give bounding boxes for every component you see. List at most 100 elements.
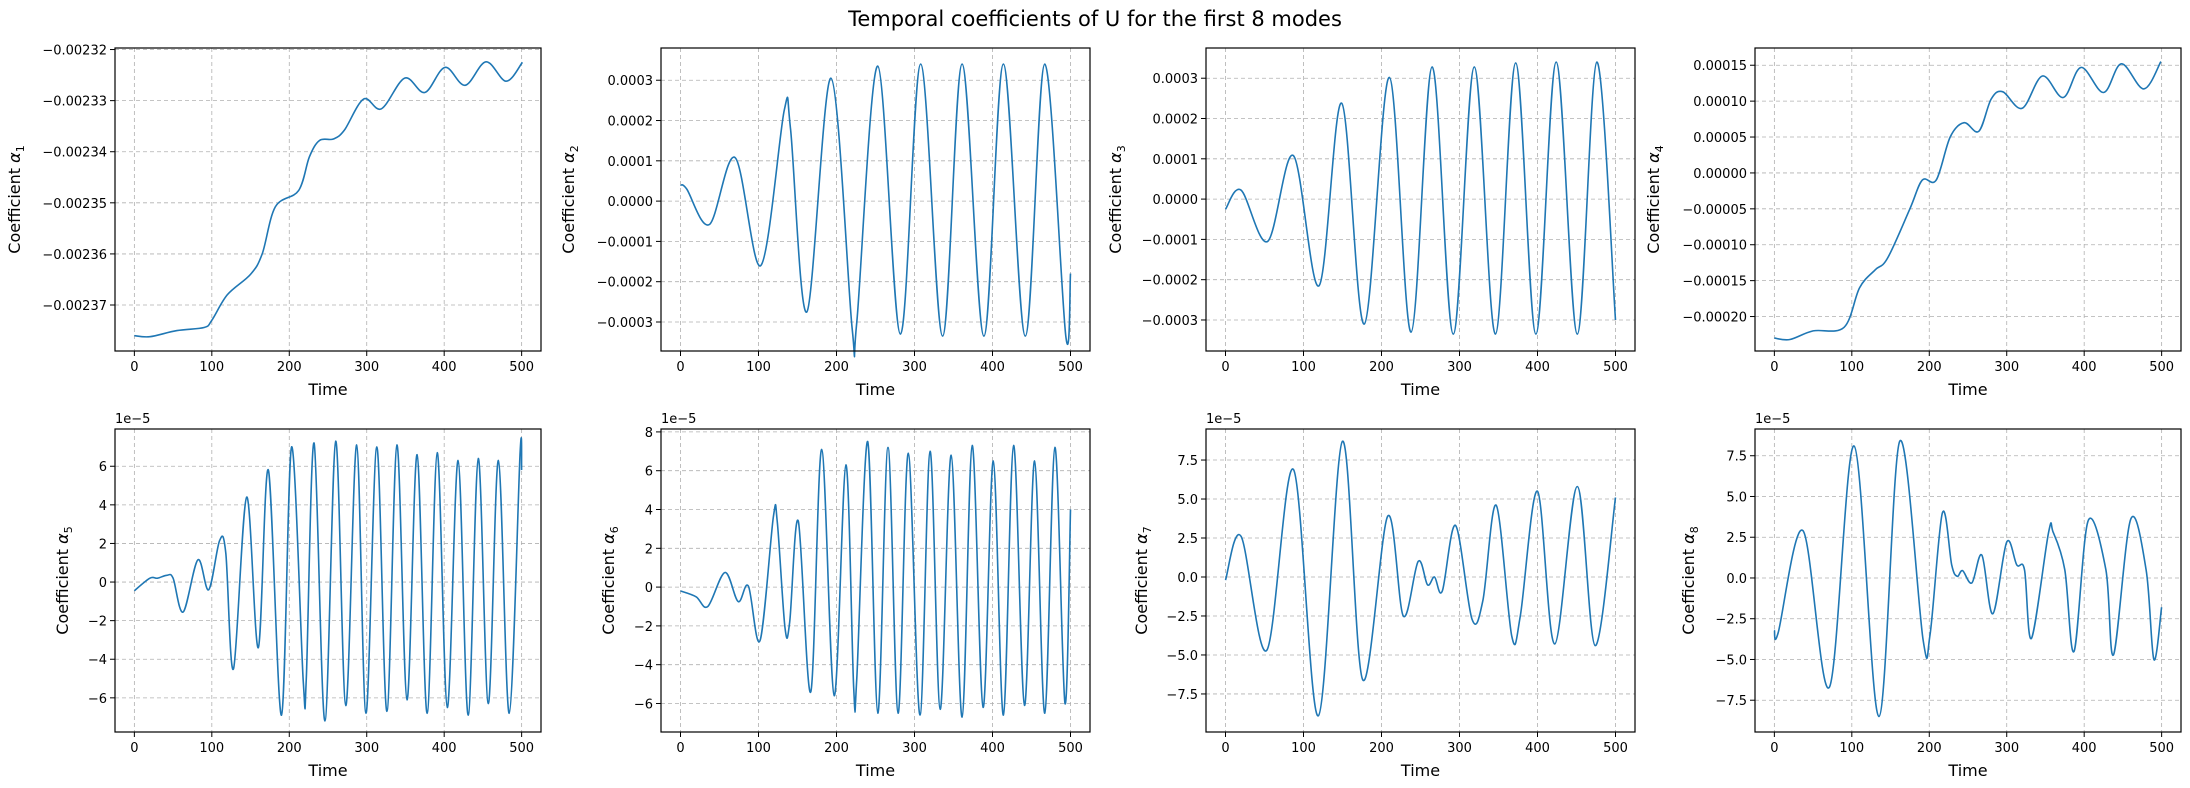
x-tick-label: 400 <box>2072 360 2097 375</box>
series-line-alpha-5 <box>133 437 523 722</box>
x-tick-label: 200 <box>824 741 849 756</box>
y-tick-label: −5.0 <box>1166 649 1198 664</box>
y-tick-label: −5.0 <box>1715 653 1747 668</box>
x-tick-label: 200 <box>824 360 849 375</box>
y-tick-label: 0.00005 <box>1693 131 1747 146</box>
axes-frame <box>114 47 542 352</box>
x-axis-label: Time <box>1400 761 1440 780</box>
series-line-alpha-2 <box>680 63 1072 358</box>
y-tick-label: 0.0002 <box>608 115 654 130</box>
x-tick-label: 500 <box>509 741 534 756</box>
y-tick-label: 5.0 <box>1726 490 1747 505</box>
y-axis-label-text: Coefficient <box>599 544 618 635</box>
y-tick-label: −0.00237 <box>42 299 107 314</box>
y-axis-label-symbol: α <box>1679 533 1698 544</box>
subplot-5: 0 100 200 300 400 500 −6 −4 −2 0 2 4 6 Time Coefficien… <box>53 412 542 780</box>
y-tick-label: −2 <box>88 615 107 630</box>
y-tick-label: −2 <box>634 620 653 635</box>
y-tick-label: 0.0002 <box>1153 113 1199 128</box>
y-axis-label-subscript: 6 <box>608 526 621 533</box>
y-tick-label: 4 <box>99 499 107 514</box>
y-tick-label: 2.5 <box>1726 531 1747 546</box>
y-tick-label: 0.00015 <box>1693 59 1747 74</box>
y-axis-label-symbol: α <box>599 533 618 544</box>
y-tick-label: −0.0002 <box>597 276 653 291</box>
x-tick-label: 100 <box>199 741 224 756</box>
x-tick-label: 200 <box>1917 360 1942 375</box>
y-tick-label: 7.5 <box>1177 454 1198 469</box>
x-tick-label: 400 <box>1525 741 1550 756</box>
y-tick-label: −0.00010 <box>1682 239 1747 254</box>
x-tick-label: 500 <box>1603 360 1628 375</box>
y-tick-label: 0.0001 <box>608 155 654 170</box>
y-axis-label-subscript: 2 <box>568 145 581 152</box>
x-tick-label: 300 <box>1447 741 1472 756</box>
series-line-alpha-1 <box>134 61 524 338</box>
y-axis-label-subscript: 4 <box>1653 145 1666 152</box>
subplots: 0 100 200 300 400 500−0.00237−0.00236−0.00235… <box>5 44 2182 780</box>
x-tick-label: 300 <box>902 741 927 756</box>
y-tick-label: −0.00020 <box>1682 311 1747 326</box>
y-tick-label: −6 <box>88 692 107 707</box>
subplot-4: 0 100 200 300 400 500 −0.00020 −0.00015 −0.00010… <box>1644 47 2182 399</box>
y-tick-label: −0.00236 <box>42 248 107 263</box>
x-tick-label: 400 <box>980 741 1005 756</box>
y-tick-label: 0.0000 <box>608 195 654 210</box>
y-axis-label-text: Coefficient <box>559 163 578 254</box>
x-tick-label: 400 <box>1525 360 1550 375</box>
x-tick-label: 100 <box>1291 360 1316 375</box>
y-tick-label: 0.0003 <box>1153 72 1199 87</box>
x-tick-label: 300 <box>354 741 379 756</box>
x-tick-label: 300 <box>354 360 379 375</box>
x-tick-label: 200 <box>277 360 302 375</box>
y-axis-label-subscript: 5 <box>62 526 75 533</box>
y-axis-label-text: Coefficient <box>1106 163 1125 254</box>
x-axis-label: Time <box>307 380 347 399</box>
x-tick-label: 100 <box>199 360 224 375</box>
y-axis-label-text: Coefficient <box>1679 544 1698 635</box>
y-tick-label: −2.5 <box>1715 613 1747 628</box>
subplot-2: 0 100 200 300 400 500 −0.0003 −0.0002 −0.0001 0.0… <box>559 47 1091 399</box>
y-tick-label: 0 <box>645 581 653 596</box>
y-axis-label-symbol: α <box>1132 533 1151 544</box>
y-tick-label: 0.00000 <box>1693 167 1747 182</box>
y-tick-label: 6 <box>645 465 653 480</box>
y-offset-text: 1e−5 <box>1206 412 1241 427</box>
y-tick-label: 2 <box>645 542 653 557</box>
y-axis-label-subscript: 3 <box>1115 145 1128 152</box>
x-tick-label: 500 <box>2149 741 2174 756</box>
x-tick-label: 100 <box>746 360 771 375</box>
y-tick-label: −4 <box>88 653 107 668</box>
subplot-6: 0 100 200 300 400 500 −6 −4 −2 0 2 4 6 8 Time Coefficie… <box>599 412 1091 780</box>
series-line-alpha-8 <box>1773 440 2163 718</box>
y-tick-label: −0.00232 <box>42 44 107 59</box>
subplot-3: 0 100 200 300 400 500 −0.0003 −0.0002 −0.0001 0.0… <box>1106 47 1636 399</box>
axes-frame <box>660 428 1091 733</box>
x-tick-label: 500 <box>1058 360 1083 375</box>
y-tick-label: −7.5 <box>1715 694 1747 709</box>
y-tick-label: 6 <box>99 460 107 475</box>
x-axis-label: Time <box>855 761 895 780</box>
x-tick-label: 300 <box>1994 741 2019 756</box>
x-tick-label: 100 <box>1291 741 1316 756</box>
axes-frame <box>1205 428 1636 733</box>
series-line-alpha-4 <box>1774 61 2162 341</box>
y-tick-label: −0.00005 <box>1682 203 1747 218</box>
x-axis-label: Time <box>307 761 347 780</box>
y-tick-label: 8 <box>645 426 653 441</box>
y-offset-text: 1e−5 <box>115 412 150 427</box>
y-tick-label: −0.0003 <box>1142 314 1198 329</box>
x-tick-label: 0 <box>1770 741 1778 756</box>
y-tick-label: 0.00010 <box>1693 95 1747 110</box>
axes-frame <box>1754 47 2182 352</box>
x-tick-label: 200 <box>277 741 302 756</box>
y-tick-label: −2.5 <box>1166 610 1198 625</box>
y-tick-label: 2.5 <box>1177 532 1198 547</box>
x-tick-label: 200 <box>1369 741 1394 756</box>
x-tick-label: 0 <box>1221 741 1229 756</box>
subplot-8: 0 100 200 300 400 500 −7.5 −5.0 −2.5 0.0 2.5 5.0 7.5… <box>1679 412 2182 780</box>
y-tick-label: −0.00234 <box>42 146 107 161</box>
y-tick-label: −6 <box>634 697 653 712</box>
y-axis-label: Coefficient α7 <box>1132 526 1154 634</box>
y-axis-label: Coefficient α4 <box>1644 145 1666 253</box>
